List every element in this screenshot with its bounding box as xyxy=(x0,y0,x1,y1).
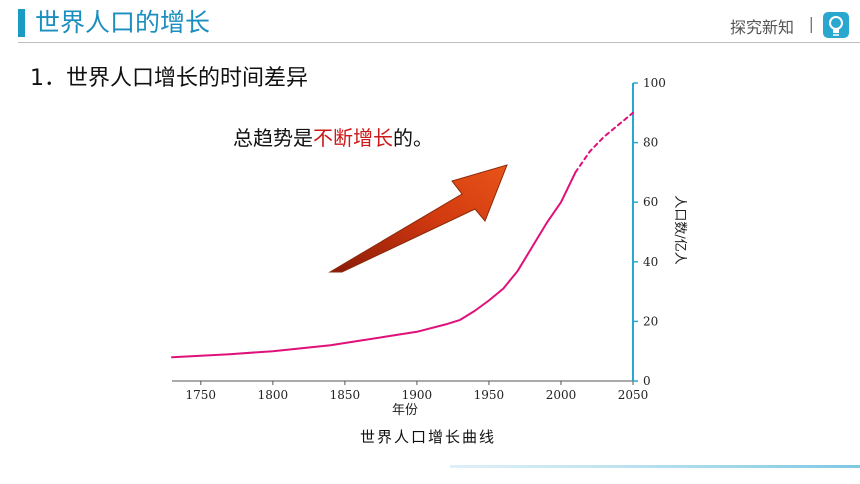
section-heading: 1．世界人口增长的时间差异 xyxy=(30,60,308,92)
x-tick-label: 1800 xyxy=(258,388,289,402)
y-tick-label: 80 xyxy=(643,136,658,150)
section-label: 探究新知 xyxy=(729,18,794,37)
y-tick-label: 100 xyxy=(643,76,666,90)
x-tick-label: 1900 xyxy=(402,388,433,402)
x-tick-label: 1750 xyxy=(186,388,217,402)
x-tick-label: 2000 xyxy=(546,388,577,402)
y-tick-label: 0 xyxy=(643,374,651,388)
y-tick-label: 60 xyxy=(643,195,658,209)
section-title-text: 世界人口增长的时间差异 xyxy=(66,66,309,91)
x-axis-label: 年份 xyxy=(392,403,418,418)
y-tick-label: 20 xyxy=(643,314,658,328)
title-accent-bar xyxy=(18,9,25,37)
lightbulb-icon[interactable] xyxy=(823,12,849,38)
header-separator: | xyxy=(808,14,814,33)
y-tick-label: 40 xyxy=(643,255,658,269)
header-divider xyxy=(18,42,860,43)
header: 世界人口的增长 探究新知 | xyxy=(0,0,860,44)
trend-highlight: 不断增长 xyxy=(313,126,393,150)
x-tick-label: 2050 xyxy=(618,388,649,402)
population-line xyxy=(171,171,577,359)
x-tick-label: 1950 xyxy=(474,388,505,402)
trend-suffix: 的。 xyxy=(393,126,433,150)
trend-arrow-icon xyxy=(328,164,508,273)
x-tick-label: 1850 xyxy=(330,388,361,402)
footer-accent-line xyxy=(450,465,860,468)
projection-line xyxy=(574,111,634,174)
section-number: 1． xyxy=(30,66,66,91)
y-axis-label: 人口数/亿人 xyxy=(672,195,687,264)
page-title: 世界人口的增长 xyxy=(35,8,211,37)
trend-prefix: 总趋势是 xyxy=(233,126,313,150)
chart-caption: 世界人口增长曲线 xyxy=(359,428,496,446)
trend-statement: 总趋势是不断增长的。 xyxy=(233,122,433,151)
